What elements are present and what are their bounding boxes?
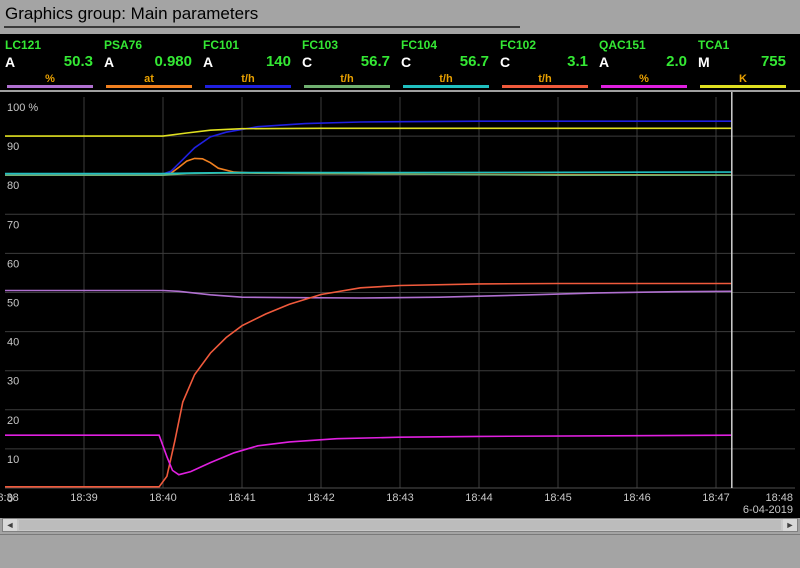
- tile-tag: FC101: [203, 38, 240, 52]
- tile-value: 56.7: [459, 53, 489, 70]
- x-tick-label: 18:42: [307, 492, 335, 504]
- tile-value: 755: [760, 53, 786, 70]
- y-tick-label: 70: [7, 219, 19, 231]
- tile-unit: t/h: [439, 73, 453, 85]
- tile-unit: t/h: [538, 73, 552, 85]
- window-title: Graphics group: Main parameters: [5, 4, 259, 23]
- tile-unit: %: [45, 73, 55, 85]
- series-line-lc121: [5, 289, 732, 299]
- tile-value: 3.1: [567, 53, 588, 70]
- y-tick-label: 80: [7, 180, 19, 192]
- tile-color-swatch: [7, 85, 93, 88]
- tile-mode: A: [203, 54, 214, 70]
- series-line-qac151: [5, 434, 732, 476]
- date-label: 6-04-2019: [743, 504, 793, 516]
- tile-fc104[interactable]: FC104 C 56.7 t/h: [397, 36, 495, 88]
- y-tick-label: 90: [7, 141, 19, 153]
- tile-tag: PSA76: [104, 38, 143, 52]
- tile-color-swatch: [601, 85, 687, 88]
- tile-lc121[interactable]: LC121 A 50.3%: [1, 36, 99, 88]
- tile-tag: FC104: [401, 38, 438, 52]
- bottom-divider: [0, 534, 800, 535]
- y-tick-label: 0: [7, 493, 13, 505]
- x-tick-label: 18:48: [765, 492, 793, 504]
- tile-value: 0.980: [154, 53, 192, 70]
- y-tick-label: 40: [7, 337, 19, 349]
- tile-tca1[interactable]: TCA1 M 755 K: [694, 36, 792, 88]
- y-tick-label: 20: [7, 415, 19, 427]
- x-tick-label: 18:39: [70, 492, 98, 504]
- series-line-fc104: [5, 171, 732, 175]
- tile-fc101[interactable]: FC101 A 140 t/h: [199, 36, 297, 88]
- tile-value: 56.7: [360, 53, 390, 70]
- tile-mode: A: [599, 54, 610, 70]
- series-line-fc101: [5, 120, 732, 175]
- tile-unit: at: [144, 73, 154, 85]
- tile-mode: C: [500, 54, 511, 70]
- tile-color-swatch: [403, 85, 489, 88]
- series-line-fc102: [5, 282, 732, 488]
- tile-mode: C: [302, 54, 313, 70]
- tile-fc103[interactable]: FC103 C 56.7 t/h: [298, 36, 396, 88]
- tile-tag: QAC151: [599, 38, 646, 52]
- x-tick-label: 18:41: [228, 492, 256, 504]
- tile-color-swatch: [205, 85, 291, 88]
- x-tick-label: 18:38: [0, 492, 19, 504]
- x-tick-label: 18:45: [544, 492, 572, 504]
- tile-color-swatch: [700, 85, 786, 88]
- y-tick-label: 100 %: [7, 102, 38, 114]
- tile-color-swatch: [502, 85, 588, 88]
- parameter-tiles: LC121 A 50.3% PSA76 A 0.980 at FC101 A 140 t/h FC10…: [0, 34, 800, 90]
- y-tick-label: 60: [7, 258, 19, 270]
- y-tick-label: 10: [7, 454, 19, 466]
- x-tick-label: 18:43: [386, 492, 414, 504]
- tile-mode: C: [401, 54, 412, 70]
- scroll-left-icon[interactable]: ◄: [3, 519, 17, 531]
- trend-chart[interactable]: 100 % 90 80 70 60 50 40 30 20 10 018:38 18:39 18:40 1…: [0, 92, 800, 518]
- x-tick-label: 18:44: [465, 492, 493, 504]
- scroll-thumb[interactable]: [19, 520, 781, 530]
- tile-mode: M: [698, 54, 710, 70]
- tile-value: 2.0: [666, 53, 687, 70]
- tile-unit: K: [739, 73, 747, 85]
- tile-mode: A: [5, 54, 16, 70]
- tile-mode: A: [104, 54, 115, 70]
- tile-tag: FC102: [500, 38, 537, 52]
- tile-value: 50.3: [63, 53, 93, 70]
- tile-fc102[interactable]: FC102 C 3.1 t/h: [496, 36, 594, 88]
- title-underline: [4, 26, 520, 28]
- x-tick-label: 18:46: [623, 492, 651, 504]
- tile-tag: TCA1: [698, 38, 730, 52]
- x-tick-label: 18:47: [702, 492, 730, 504]
- tile-unit: t/h: [241, 73, 255, 85]
- tile-value: 140: [265, 53, 291, 70]
- trend-chart-svg[interactable]: 100 % 90 80 70 60 50 40 30 20 10 018:38 18:39 18:40 1…: [0, 92, 800, 518]
- bottom-panel: [0, 532, 800, 568]
- tile-color-swatch: [304, 85, 390, 88]
- tile-psa76[interactable]: PSA76 A 0.980 at: [100, 36, 198, 88]
- horizontal-scrollbar[interactable]: ◄ ►: [2, 518, 798, 532]
- tile-qac151[interactable]: QAC151 A 2.0%: [595, 36, 693, 88]
- tile-unit: t/h: [340, 73, 354, 85]
- scroll-right-icon[interactable]: ►: [783, 519, 797, 531]
- y-tick-label: 30: [7, 376, 19, 388]
- y-tick-label: 50: [7, 298, 19, 310]
- tile-unit: %: [639, 73, 649, 85]
- tile-tag: LC121: [5, 38, 42, 52]
- series-line-tca1: [5, 127, 732, 137]
- tile-color-swatch: [106, 85, 192, 88]
- x-tick-label: 18:40: [149, 492, 177, 504]
- title-bar: Graphics group: Main parameters: [0, 0, 800, 34]
- tile-tag: FC103: [302, 38, 339, 52]
